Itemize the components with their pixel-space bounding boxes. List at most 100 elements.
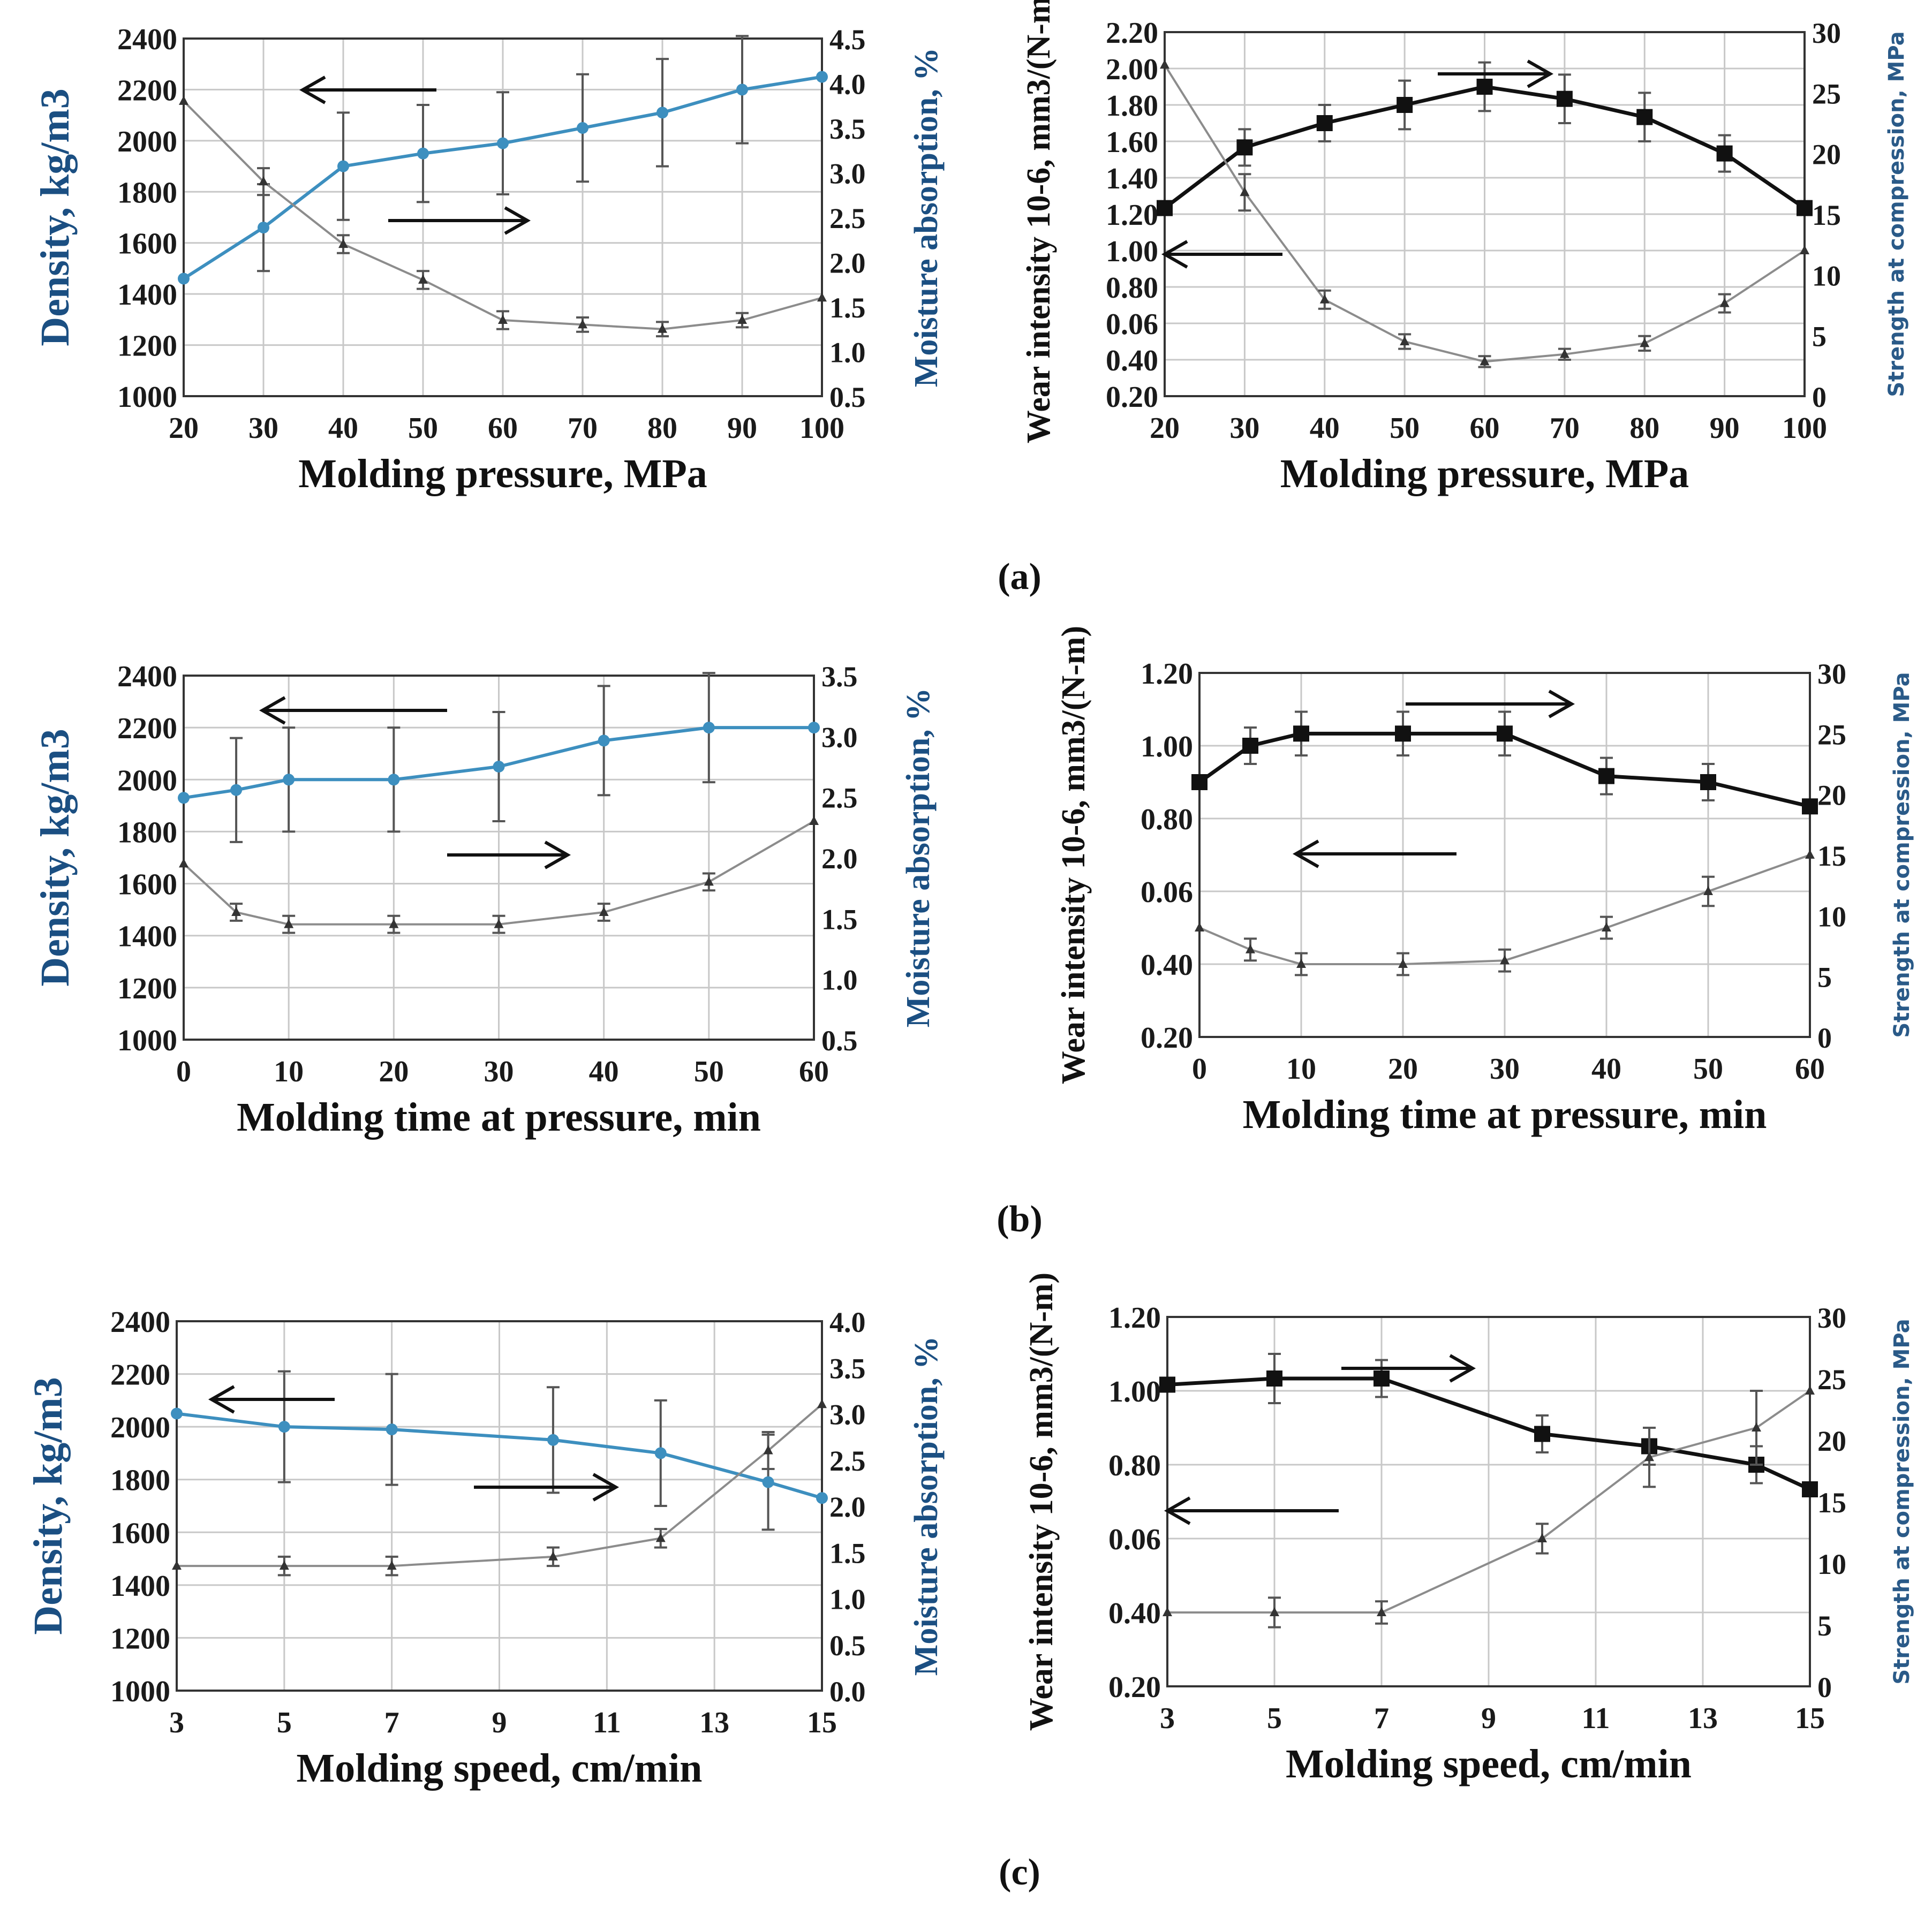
x-tick-label: 20 — [169, 412, 199, 445]
x-tick-label: 9 — [492, 1706, 507, 1739]
y-left-tick-label: 1200 — [110, 1622, 170, 1655]
y-left-tick-label: 1200 — [117, 330, 177, 363]
data-point — [338, 239, 348, 248]
data-point — [1598, 768, 1614, 784]
y-right-axis-title: Moisture absorption, % — [900, 688, 937, 1027]
y-right-tick-label: 2.0 — [829, 1491, 866, 1523]
x-tick-label: 80 — [1629, 412, 1659, 445]
x-tick-label: 11 — [1582, 1702, 1610, 1735]
data-point — [1319, 294, 1330, 304]
x-tick-label: 20 — [1150, 412, 1180, 445]
axis-indicator-arrow — [208, 1385, 335, 1414]
x-tick-label: 60 — [799, 1055, 829, 1088]
y-right-tick-label: 10 — [1812, 260, 1841, 292]
data-point — [1802, 798, 1818, 815]
x-tick-label: 20 — [1388, 1052, 1418, 1086]
x-tick-label: 0 — [1192, 1052, 1207, 1086]
y-right-tick-label: 5 — [1812, 321, 1827, 353]
y-left-tick-label: 1400 — [117, 920, 177, 953]
data-point — [1191, 774, 1208, 790]
axis-indicator-arrow — [259, 696, 447, 725]
y-right-tick-label: 1.0 — [821, 964, 858, 996]
y-left-tick-label: 0.40 — [1106, 344, 1158, 377]
y-right-tick-label: 30 — [1817, 1302, 1846, 1334]
y-left-tick-label: 1400 — [117, 278, 177, 312]
y-right-tick-label: 1.5 — [829, 1537, 866, 1569]
data-point — [816, 71, 828, 83]
y-left-tick-label: 1600 — [117, 228, 177, 261]
chart-panel-c-left: 3 5 7 9 11 13 15 1000 1200 1400 1600 1800 2000 2200 24… — [26, 1306, 945, 1791]
x-tick-label: 13 — [699, 1706, 729, 1739]
series-density — [171, 1370, 828, 1531]
y-right-tick-label: 4.0 — [829, 69, 866, 101]
data-point — [493, 761, 505, 773]
x-tick-label: 40 — [328, 412, 358, 445]
y-right-tick-label: 3.5 — [829, 1352, 866, 1384]
y-right-tick-label: 3.5 — [829, 113, 866, 145]
x-tick-label: 3 — [1160, 1702, 1175, 1735]
x-axis-title: Molding time at pressure, min — [1243, 1092, 1767, 1137]
arrow-head — [1164, 1496, 1191, 1525]
arrow-head — [1161, 240, 1188, 269]
y-left-axis-title: Density, kg/m3 — [33, 729, 78, 986]
y-left-tick-label: 1800 — [117, 176, 177, 209]
data-point — [497, 137, 509, 149]
data-point — [1602, 922, 1611, 932]
data-point — [816, 1492, 828, 1504]
y-left-tick-label: 1.00 — [1141, 730, 1193, 763]
data-point — [655, 1533, 666, 1542]
data-point — [178, 792, 190, 804]
arrow-head — [208, 1385, 235, 1414]
y-left-tick-label: 1000 — [117, 381, 177, 414]
y-left-tick-label: 0.20 — [1108, 1671, 1161, 1704]
data-point — [817, 1399, 827, 1408]
caption-a: (a) — [998, 556, 1042, 597]
x-tick-label: 40 — [1591, 1052, 1621, 1086]
y-right-tick-label: 10 — [1817, 1548, 1846, 1580]
y-left-tick-label: 1800 — [110, 1464, 170, 1497]
data-point — [388, 774, 400, 786]
y-right-axis-title: Strength at compression, MPa — [1890, 672, 1914, 1037]
series-strength-at-compression — [1191, 710, 1818, 815]
x-tick-label: 5 — [277, 1706, 292, 1739]
data-point — [1802, 1481, 1818, 1497]
data-point — [1716, 145, 1733, 162]
arrow-head — [544, 840, 571, 869]
data-point — [1240, 187, 1250, 196]
data-point — [1700, 774, 1716, 790]
y-right-tick-label: 25 — [1817, 718, 1846, 751]
data-point — [578, 319, 587, 329]
arrow-head — [259, 696, 286, 725]
series-line — [1199, 854, 1810, 965]
y-left-tick-label: 1400 — [110, 1570, 170, 1603]
data-point — [1640, 338, 1650, 347]
x-tick-label: 60 — [488, 412, 518, 445]
data-point — [179, 858, 188, 868]
y-left-tick-label: 0.20 — [1106, 381, 1158, 414]
y-left-axis-title: Density, kg/m3 — [26, 1377, 71, 1634]
y-right-tick-label: 15 — [1812, 199, 1841, 231]
y-left-tick-label: 0.06 — [1141, 876, 1193, 909]
x-tick-label: 30 — [1229, 412, 1259, 445]
y-right-tick-label: 0 — [1817, 1022, 1832, 1054]
x-tick-label: 11 — [593, 1706, 621, 1739]
y-right-tick-label: 0.5 — [829, 1630, 866, 1662]
y-left-tick-label: 1.20 — [1141, 657, 1193, 691]
y-left-axis-title: Density, kg/m3 — [33, 88, 78, 346]
data-point — [1157, 200, 1173, 216]
series-line — [183, 820, 815, 926]
data-point — [386, 1423, 398, 1436]
data-point — [1480, 356, 1490, 366]
x-tick-label: 50 — [408, 412, 438, 445]
y-right-tick-label: 2.0 — [829, 247, 866, 279]
y-left-tick-label: 1800 — [117, 816, 177, 849]
y-left-tick-label: 0.20 — [1141, 1021, 1193, 1055]
y-left-tick-label: 0.80 — [1141, 803, 1193, 836]
y-right-tick-label: 10 — [1817, 900, 1846, 933]
arrow-head — [1527, 59, 1554, 88]
x-axis-title: Molding time at pressure, min — [237, 1095, 761, 1140]
y-right-tick-label: 15 — [1817, 1487, 1846, 1519]
y-right-tick-label: 0 — [1812, 381, 1827, 413]
x-tick-label: 30 — [1490, 1052, 1520, 1086]
y-left-tick-label: 1000 — [117, 1024, 177, 1057]
